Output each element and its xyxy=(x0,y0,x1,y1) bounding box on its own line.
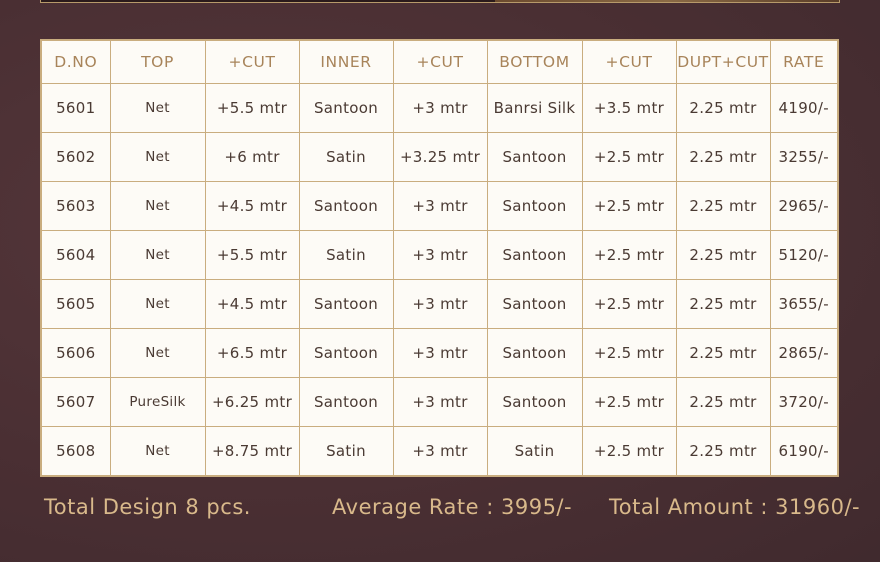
cell-top: Net xyxy=(109,83,206,133)
cell-inner-cut: +3 mtr xyxy=(392,328,488,378)
cell-bottom: Santoon xyxy=(486,132,583,182)
table-row: 5606 Net +6.5 mtr Santoon +3 mtr Santoon +2.5 … xyxy=(40,328,839,378)
table-row: 5608 Net +8.75 mtr Satin +3 mtr Satin +2.5 mtr… xyxy=(40,426,839,477)
cell-rate: 3720/- xyxy=(769,377,839,427)
table-row: 5607 PureSilk +6.25 mtr Santoon +3 mtr Santoo… xyxy=(40,377,839,427)
cell-dupatta-cut: 2.25 mtr xyxy=(675,377,771,427)
table-row: 5602 Net +6 mtr Satin +3.25 mtr Santoon +2.5 m… xyxy=(40,132,839,182)
cell-rate: 3255/- xyxy=(769,132,839,182)
cell-dupatta-cut: 2.25 mtr xyxy=(675,230,771,280)
cell-top: Net xyxy=(109,279,206,329)
cell-top-cut: +6.5 mtr xyxy=(204,328,300,378)
cell-bottom: Santoon xyxy=(486,230,583,280)
cell-bottom-cut: +2.5 mtr xyxy=(581,328,677,378)
cell-top-cut: +4.5 mtr xyxy=(204,181,300,231)
cell-bottom-cut: +3.5 mtr xyxy=(581,83,677,133)
cell-bottom-cut: +2.5 mtr xyxy=(581,279,677,329)
header-dupatta-cut: DUPT+CUT xyxy=(675,39,771,84)
cell-bottom-cut: +2.5 mtr xyxy=(581,132,677,182)
cell-rate: 2965/- xyxy=(769,181,839,231)
header-top-cut: +CUT xyxy=(204,39,300,84)
cell-dno: 5608 xyxy=(40,426,111,477)
cell-bottom-cut: +2.5 mtr xyxy=(581,426,677,477)
cell-dupatta-cut: 2.25 mtr xyxy=(675,181,771,231)
design-spec-table: D.NO TOP +CUT INNER +CUT BOTTOM +CUT DUP… xyxy=(40,39,839,477)
cell-dupatta-cut: 2.25 mtr xyxy=(675,83,771,133)
cell-bottom: Santoon xyxy=(486,328,583,378)
cell-dno: 5607 xyxy=(40,377,111,427)
header-inner-cut: +CUT xyxy=(392,39,488,84)
cell-inner: Satin xyxy=(298,230,394,280)
cell-dupatta-cut: 2.25 mtr xyxy=(675,132,771,182)
cell-top: Net xyxy=(109,132,206,182)
cell-dno: 5605 xyxy=(40,279,111,329)
cell-inner: Santoon xyxy=(298,328,394,378)
cell-bottom-cut: +2.5 mtr xyxy=(581,377,677,427)
cell-rate: 3655/- xyxy=(769,279,839,329)
cell-inner: Satin xyxy=(298,132,394,182)
cell-inner: Santoon xyxy=(298,181,394,231)
cell-dupatta-cut: 2.25 mtr xyxy=(675,426,771,477)
header-bottom-cut: +CUT xyxy=(581,39,677,84)
header-rate: RATE xyxy=(769,39,839,84)
table-row: 5604 Net +5.5 mtr Satin +3 mtr Santoon +2.5 mt… xyxy=(40,230,839,280)
cell-top-cut: +5.5 mtr xyxy=(204,230,300,280)
cell-dupatta-cut: 2.25 mtr xyxy=(675,279,771,329)
cell-rate: 5120/- xyxy=(769,230,839,280)
header-top: TOP xyxy=(109,39,206,84)
cell-dno: 5606 xyxy=(40,328,111,378)
cell-top: Net xyxy=(109,181,206,231)
cell-dno: 5602 xyxy=(40,132,111,182)
cell-rate: 2865/- xyxy=(769,328,839,378)
cell-inner-cut: +3 mtr xyxy=(392,230,488,280)
cell-inner-cut: +3 mtr xyxy=(392,181,488,231)
cell-bottom-cut: +2.5 mtr xyxy=(581,181,677,231)
product-photo-edge xyxy=(495,0,839,2)
table-row: 5601 Net +5.5 mtr Santoon +3 mtr Banrsi Silk +… xyxy=(40,83,839,133)
cell-bottom: Santoon xyxy=(486,377,583,427)
cell-dno: 5601 xyxy=(40,83,111,133)
cell-dupatta-cut: 2.25 mtr xyxy=(675,328,771,378)
cell-dno: 5603 xyxy=(40,181,111,231)
cell-top: Net xyxy=(109,230,206,280)
cell-bottom-cut: +2.5 mtr xyxy=(581,230,677,280)
cell-top-cut: +6 mtr xyxy=(204,132,300,182)
cell-top-cut: +6.25 mtr xyxy=(204,377,300,427)
cell-rate: 4190/- xyxy=(769,83,839,133)
cell-top-cut: +5.5 mtr xyxy=(204,83,300,133)
cell-top: Net xyxy=(109,328,206,378)
cell-inner: Santoon xyxy=(298,377,394,427)
cell-bottom: Santoon xyxy=(486,279,583,329)
cell-bottom: Banrsi Silk xyxy=(486,83,583,133)
cell-inner: Satin xyxy=(298,426,394,477)
average-rate-label: Average Rate : 3995/- xyxy=(332,495,573,519)
cell-inner-cut: +3 mtr xyxy=(392,279,488,329)
top-photo-strip xyxy=(40,0,840,3)
cell-bottom: Santoon xyxy=(486,181,583,231)
header-row: D.NO TOP +CUT INNER +CUT BOTTOM +CUT DUP… xyxy=(40,39,839,84)
cell-inner-cut: +3 mtr xyxy=(392,83,488,133)
header-inner: INNER xyxy=(298,39,394,84)
cell-top-cut: +4.5 mtr xyxy=(204,279,300,329)
cell-top-cut: +8.75 mtr xyxy=(204,426,300,477)
cell-inner-cut: +3.25 mtr xyxy=(392,132,488,182)
cell-rate: 6190/- xyxy=(769,426,839,477)
cell-top: Net xyxy=(109,426,206,477)
cell-inner-cut: +3 mtr xyxy=(392,377,488,427)
table-row: 5605 Net +4.5 mtr Santoon +3 mtr Santoon +2.5 … xyxy=(40,279,839,329)
cell-inner-cut: +3 mtr xyxy=(392,426,488,477)
cell-bottom: Satin xyxy=(486,426,583,477)
header-dno: D.NO xyxy=(40,39,111,84)
table-row: 5603 Net +4.5 mtr Santoon +3 mtr Santoon +2.5 … xyxy=(40,181,839,231)
total-amount-label: Total Amount : 31960/- xyxy=(609,495,861,519)
cell-inner: Santoon xyxy=(298,279,394,329)
total-design-label: Total Design 8 pcs. xyxy=(44,495,251,519)
cell-dno: 5604 xyxy=(40,230,111,280)
header-bottom: BOTTOM xyxy=(486,39,583,84)
cell-top: PureSilk xyxy=(109,377,206,427)
cell-inner: Santoon xyxy=(298,83,394,133)
